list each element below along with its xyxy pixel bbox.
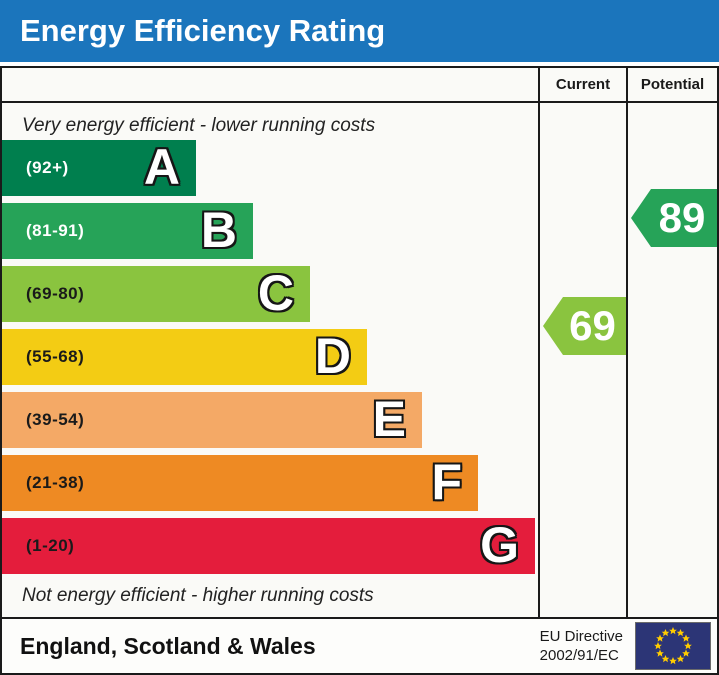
band-letter: D (314, 328, 351, 384)
band-F: (21-38) F (2, 455, 478, 511)
current-column-header: Current (538, 68, 626, 101)
footer-right: EU Directive 2002/91/EC (540, 622, 717, 670)
epc-rating-table: Current Potential Very energy efficient … (0, 66, 719, 675)
band-letter: C (257, 265, 294, 321)
band-letter: B (200, 202, 237, 258)
current-rating-value: 69 (569, 302, 616, 349)
band-letter: F (431, 454, 462, 510)
band-B: (81-91) B (2, 203, 253, 259)
eu-directive-line1: EU Directive (539, 627, 623, 645)
current-column: 69 (538, 103, 626, 617)
band-letter: E (372, 391, 406, 447)
band-C: (69-80) C (2, 266, 310, 322)
band-A: (92+) A (2, 140, 196, 196)
band-range-label: (69-80) (26, 284, 85, 303)
chart-body: Very energy efficient - lower running co… (2, 103, 717, 617)
eu-flag-icon (635, 622, 711, 670)
potential-column-header: Potential (626, 68, 717, 101)
band-E: (39-54) E (2, 392, 422, 448)
current-rating-arrow: 69 (543, 297, 626, 355)
page-title: Energy Efficiency Rating (20, 13, 386, 48)
band-G: (1-20) G (2, 518, 535, 574)
band-D: (55-68) D (2, 329, 367, 385)
band-letter: G (480, 517, 519, 573)
region-label: England, Scotland & Wales (20, 632, 316, 659)
band-range-label: (39-54) (26, 410, 85, 429)
rating-bands: (92+) A (81-91) B (69-80) C (55-68) D (39-54) E (2… (2, 140, 538, 581)
band-letter: A (143, 139, 180, 195)
top-note: Very energy efficient - lower running co… (22, 115, 376, 136)
band-range-label: (81-91) (26, 221, 85, 240)
band-range-label: (21-38) (26, 473, 85, 492)
header-spacer (2, 68, 538, 101)
title-bar: Energy Efficiency Rating (0, 0, 719, 62)
bottom-note: Not energy efficient - higher running co… (22, 585, 374, 606)
potential-rating-value: 89 (658, 194, 706, 241)
band-range-label: (1-20) (26, 536, 75, 555)
eu-directive-text: EU Directive 2002/91/EC (540, 627, 623, 666)
column-header-row: Current Potential (2, 68, 717, 103)
potential-rating-arrow: 89 (631, 189, 717, 247)
potential-column: 89 (626, 103, 717, 617)
band-range-label: (55-68) (26, 347, 85, 366)
rating-scale-area: Very energy efficient - lower running co… (2, 103, 538, 617)
band-range-label: (92+) (26, 158, 69, 177)
eu-directive-line2: 2002/91/EC (539, 647, 619, 664)
footer-row: England, Scotland & Wales EU Directive 2… (2, 617, 717, 673)
